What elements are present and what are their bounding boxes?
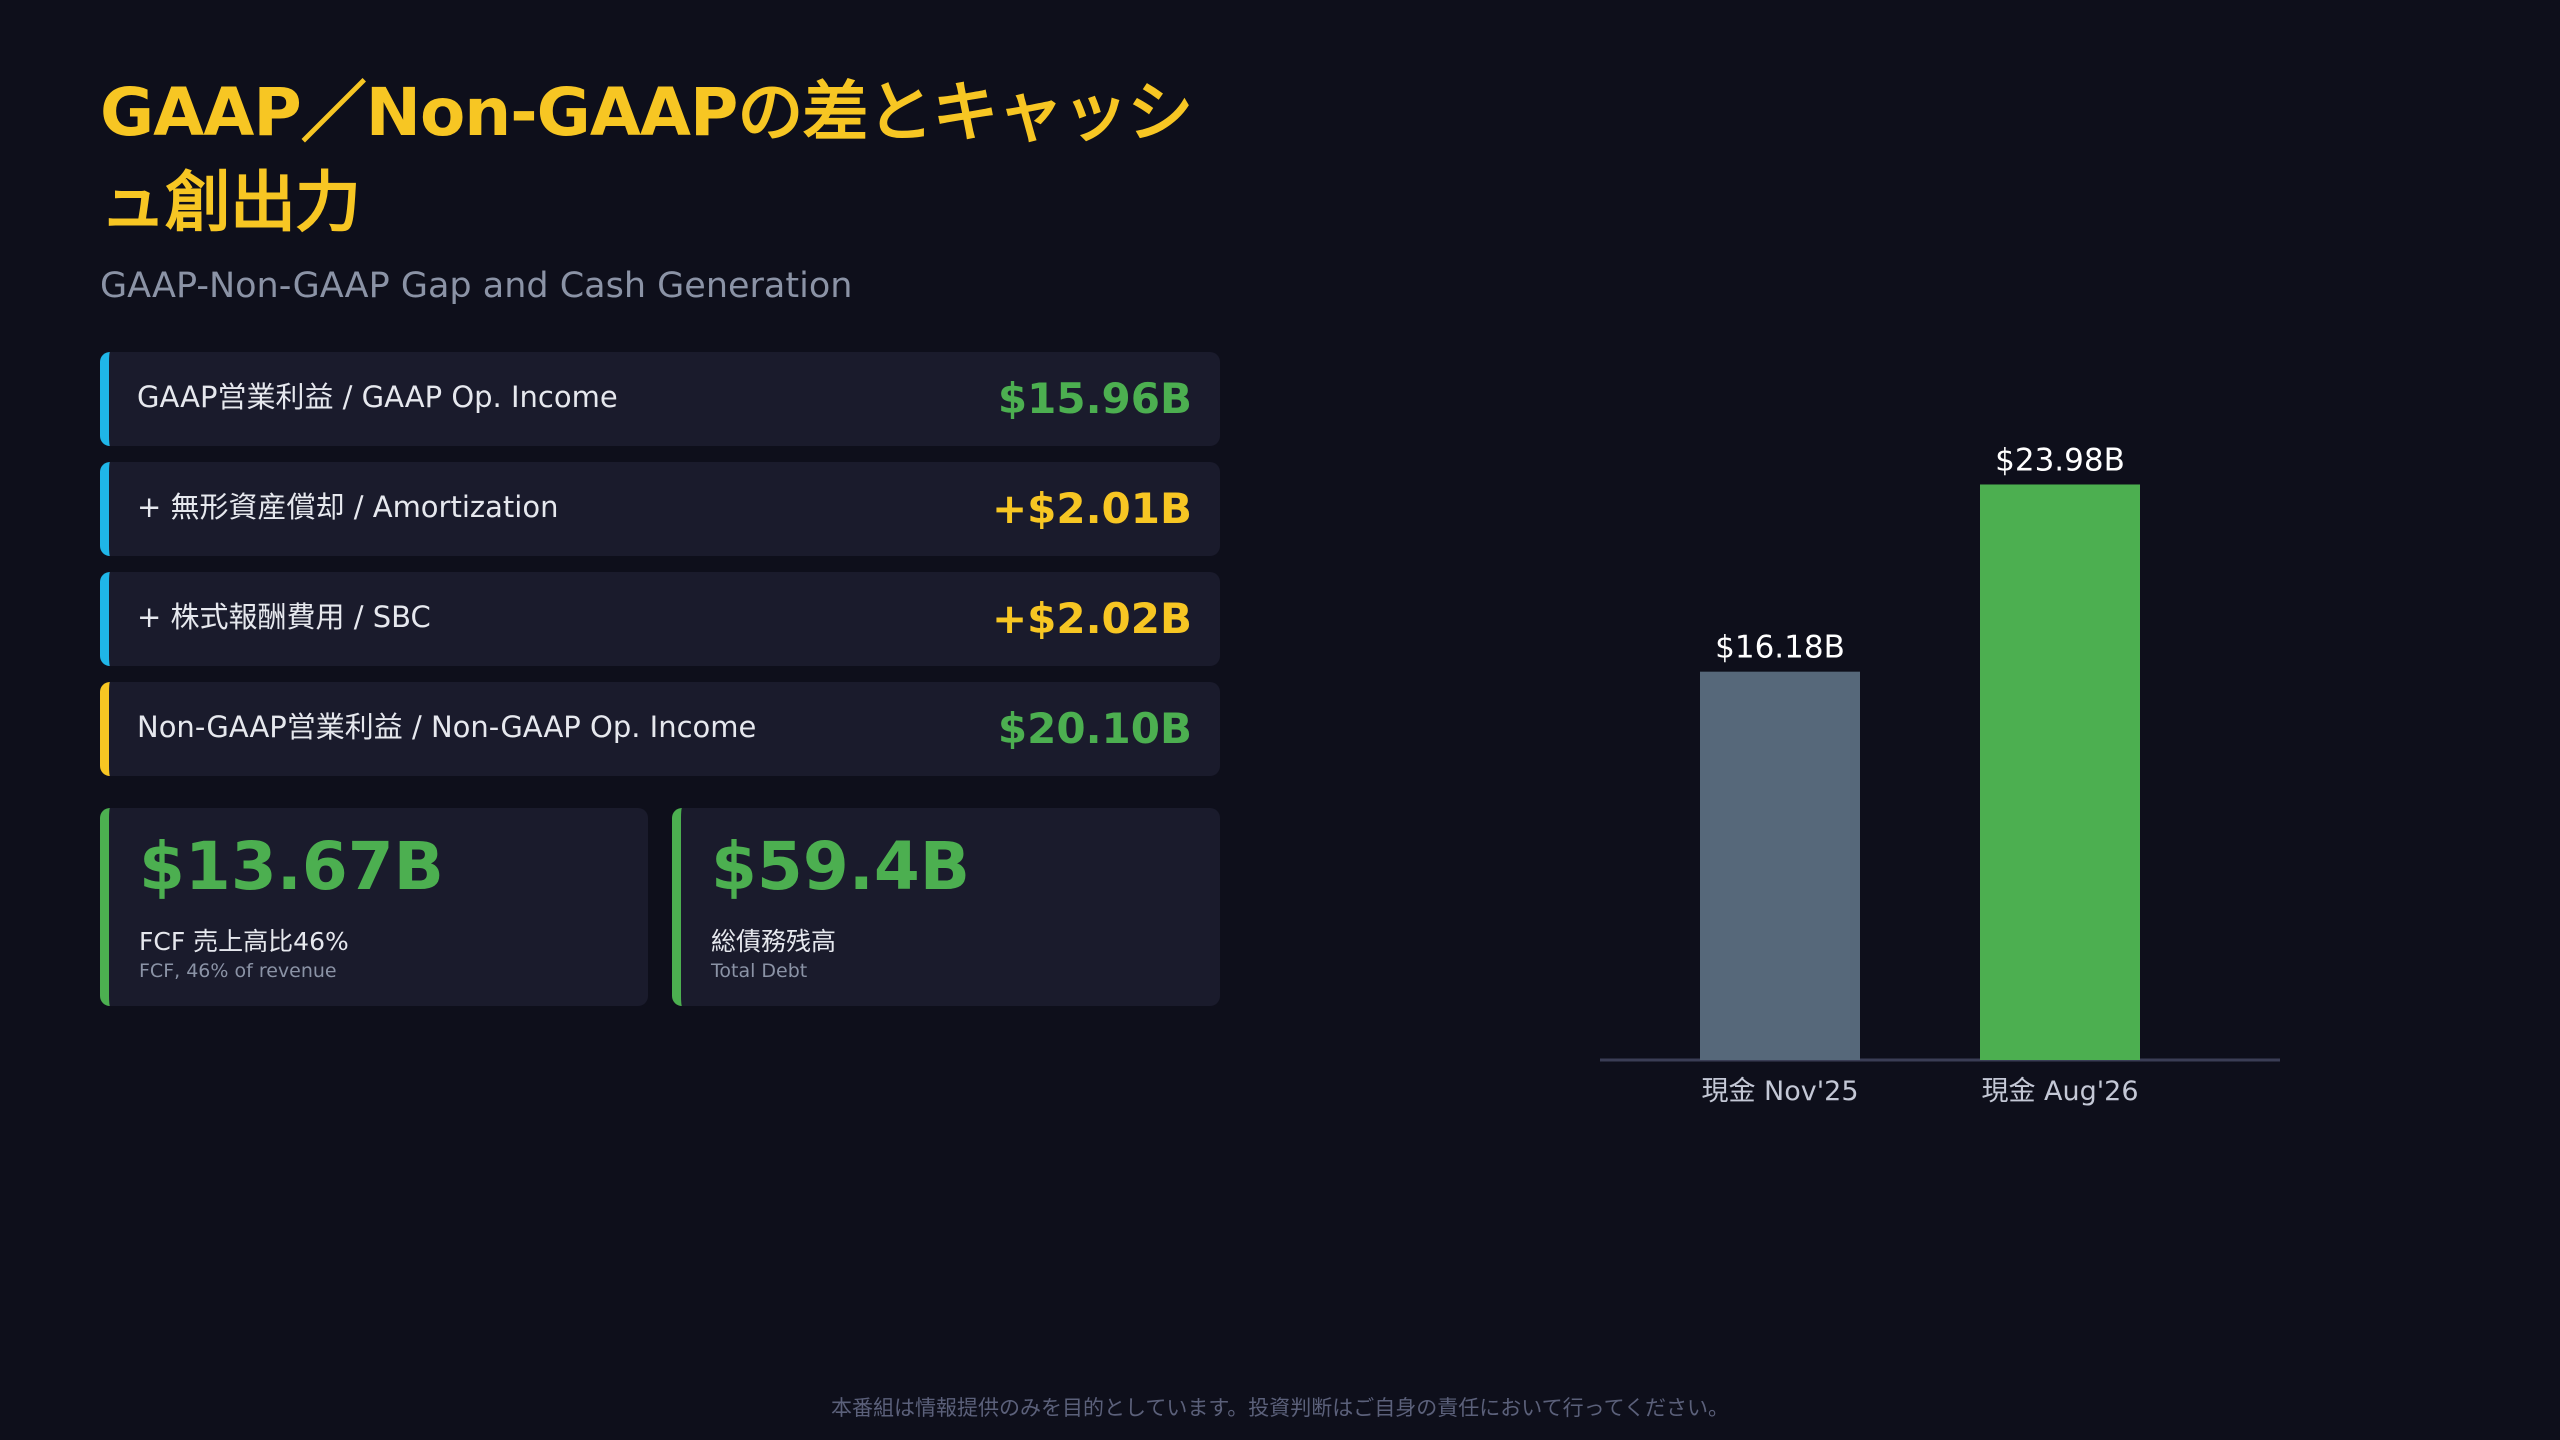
row-label: Non-GAAP営業利益 / Non-GAAP Op. Income [137, 710, 757, 744]
bar-0 [1700, 671, 1860, 1060]
row-label: GAAP営業利益 / GAAP Op. Income [137, 380, 618, 414]
total-debt-label-en: Total Debt [711, 960, 808, 982]
row-value: +$2.01B [991, 484, 1192, 533]
bridge-row-non-gaap-op-income: Non-GAAP営業利益 / Non-GAAP Op. Income $20.1… [100, 682, 1220, 776]
row-value: +$2.02B [991, 594, 1192, 643]
data-label-1: $23.98B [1995, 442, 2125, 478]
x-tick-label-1: 現金 Aug'26 [1981, 1076, 2138, 1107]
disclaimer: 本番組は情報提供のみを目的としています。投資判断はご自身の責任において行ってくだ… [831, 1396, 1729, 1420]
bridge-row-amortization: + 無形資産償却 / Amortization +$2.01B [100, 462, 1220, 556]
fcf-card: $13.67B FCF 売上高比46% FCF, 46% of revenue [100, 808, 648, 1006]
row-label: + 無形資産償却 / Amortization [137, 490, 559, 524]
total-debt-label-jp: 総債務残高 [711, 927, 837, 956]
fcf-label-en: FCF, 46% of revenue [139, 960, 337, 982]
row-value: $20.10B [997, 704, 1192, 753]
data-label-0: $16.18B [1715, 630, 1845, 666]
x-tick-label-0: 現金 Nov'25 [1701, 1076, 1858, 1107]
page-subtitle: GAAP-Non-GAAP Gap and Cash Generation [100, 266, 853, 306]
row-label: + 株式報酬費用 / SBC [137, 600, 431, 634]
cash-bar-chart: $16.18B 現金 Nov'25 $23.98B 現金 Aug'26 [1600, 442, 2280, 1107]
fcf-label-jp: FCF 売上高比46% [139, 927, 349, 956]
bridge-row-gaap-op-income: GAAP営業利益 / GAAP Op. Income $15.96B [100, 352, 1220, 446]
total-debt-value: $59.4B [711, 828, 971, 905]
total-debt-card: $59.4B 総債務残高 Total Debt [672, 808, 1220, 1006]
bridge-row-sbc: + 株式報酬費用 / SBC +$2.02B [100, 572, 1220, 666]
row-value: $15.96B [997, 374, 1192, 423]
fcf-value: $13.67B [139, 828, 444, 905]
bar-1 [1980, 484, 2140, 1061]
page-title: GAAP／Non-GAAPの差とキャッシュ創出力 [100, 74, 1193, 241]
